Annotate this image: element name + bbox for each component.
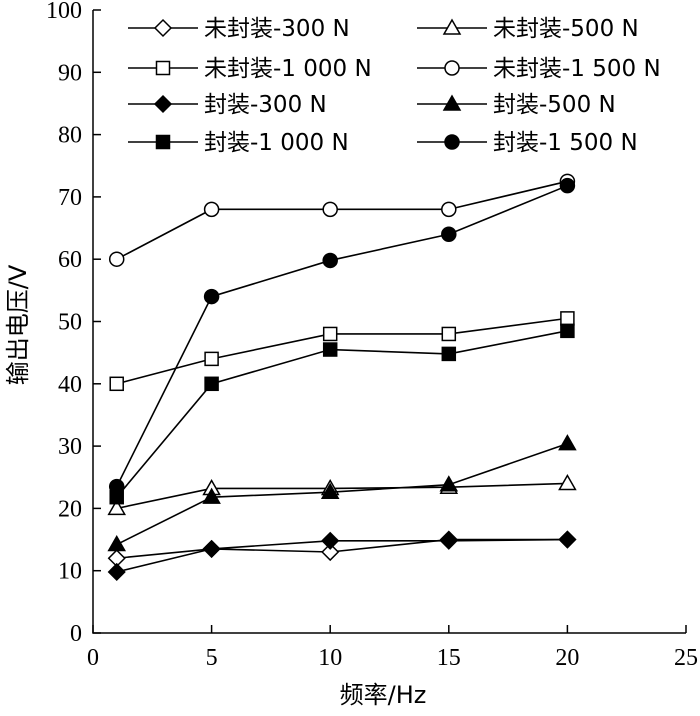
x-axis-title: 频率/Hz	[340, 681, 427, 709]
series-2	[109, 311, 575, 392]
legend-item: 封装-500 N	[417, 92, 616, 118]
data-point	[108, 478, 125, 495]
data-point	[203, 201, 220, 218]
x-tick-label: 15	[437, 645, 461, 671]
legend: 未封装-300 N 未封装-500 N 未封装-1 000 N 未封装-1 500 N…	[128, 16, 661, 156]
series-line	[116, 180, 568, 260]
x-tick-label: 25	[674, 645, 698, 671]
legend-label: 未封装-1 000 N	[204, 56, 372, 82]
data-point	[109, 376, 124, 392]
data-point	[558, 473, 577, 491]
data-point	[441, 346, 457, 362]
y-tick-label: 40	[58, 372, 82, 398]
data-point	[322, 201, 338, 218]
legend-marker	[442, 94, 462, 111]
data-point	[321, 531, 340, 550]
data-point	[107, 535, 127, 552]
data-point	[558, 530, 577, 549]
y-tick-label: 20	[58, 496, 82, 522]
series-5	[107, 434, 577, 552]
series-3	[108, 173, 576, 267]
legend-marker	[155, 134, 171, 150]
legend-label: 封装-500 N	[493, 92, 616, 118]
series-1	[107, 473, 577, 516]
legend-label: 封装-1 000 N	[204, 130, 349, 156]
data-point	[322, 342, 338, 357]
data-point	[320, 482, 340, 499]
axes: 0 10 20 30 40 50 60 70 80 90 100 0 5 10 15 20 25	[46, 0, 698, 671]
legend-marker	[442, 18, 462, 35]
y-tick-label: 80	[58, 123, 82, 149]
data-point	[322, 252, 338, 269]
legend-item: 未封装-1 500 N	[417, 56, 661, 82]
data-point	[108, 251, 125, 267]
data-point	[559, 177, 576, 194]
series-0	[107, 530, 577, 568]
legend-marker	[153, 18, 173, 38]
legend-label: 封装-1 500 N	[493, 130, 638, 156]
y-tick-label: 70	[58, 185, 82, 211]
data-point	[439, 531, 458, 550]
data-point	[441, 326, 457, 342]
y-tick-label: 30	[58, 434, 82, 460]
x-tick-label: 0	[87, 645, 99, 671]
legend-label: 封装-300 N	[204, 92, 327, 118]
data-point	[439, 475, 459, 492]
legend-marker	[153, 94, 173, 114]
legend-marker	[155, 60, 171, 76]
data-point	[441, 226, 457, 243]
data-point	[202, 487, 221, 504]
data-point	[558, 434, 577, 451]
y-axis-title: 输出电压/V	[4, 264, 32, 385]
data-point	[560, 323, 575, 339]
legend-item: 未封装-300 N	[128, 16, 350, 42]
data-point	[203, 288, 220, 305]
legend-item: 未封装-500 N	[417, 16, 639, 42]
data-point	[322, 326, 338, 342]
legend-label: 未封装-300 N	[204, 16, 350, 42]
data-point	[107, 498, 127, 516]
legend-label: 未封装-500 N	[493, 16, 639, 42]
data-point	[204, 376, 219, 392]
series-line	[116, 538, 568, 573]
legend-marker	[444, 134, 460, 150]
legend-marker	[444, 60, 460, 76]
data-point	[107, 562, 126, 582]
legend-item: 封装-1 500 N	[417, 130, 638, 156]
legend-label: 未封装-1 500 N	[493, 56, 661, 82]
series-layer	[107, 173, 577, 582]
data-point	[204, 351, 219, 367]
series-6	[109, 323, 575, 505]
x-tick-label: 5	[206, 645, 218, 671]
data-point	[321, 542, 340, 562]
legend-item: 封装-1 000 N	[128, 130, 349, 156]
legend-item: 封装-300 N	[128, 92, 327, 118]
legend-item: 未封装-1 000 N	[128, 56, 372, 82]
series-7	[108, 177, 576, 495]
y-tick-label: 60	[58, 247, 82, 273]
y-tick-label: 0	[70, 621, 82, 647]
series-line	[116, 482, 568, 510]
x-tick-label: 20	[555, 645, 579, 671]
data-point	[441, 201, 457, 218]
data-point	[560, 311, 575, 326]
series-line	[116, 330, 568, 498]
y-tick-label: 100	[46, 0, 82, 24]
y-tick-label: 10	[58, 559, 82, 585]
series-4	[107, 530, 577, 582]
series-line	[116, 184, 568, 487]
y-tick-label: 90	[58, 60, 82, 86]
y-tick-label: 50	[58, 310, 82, 336]
x-tick-label: 10	[318, 645, 342, 671]
data-point	[202, 539, 221, 558]
